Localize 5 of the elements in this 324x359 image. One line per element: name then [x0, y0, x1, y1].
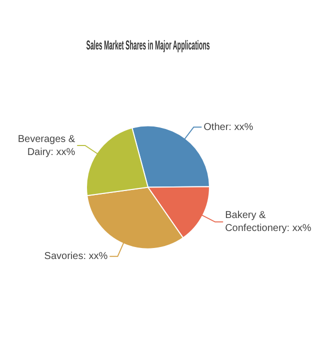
- slice-label: Beverages & Dairy: xx%: [18, 134, 76, 158]
- chart-title: Sales Market Shares in Major Applications: [86, 39, 210, 54]
- slice-label: Bakery & Confectionery: xx%: [225, 210, 312, 234]
- slice-label: Savories: xx%: [44, 251, 108, 262]
- slice-label: Other: xx%: [204, 122, 254, 133]
